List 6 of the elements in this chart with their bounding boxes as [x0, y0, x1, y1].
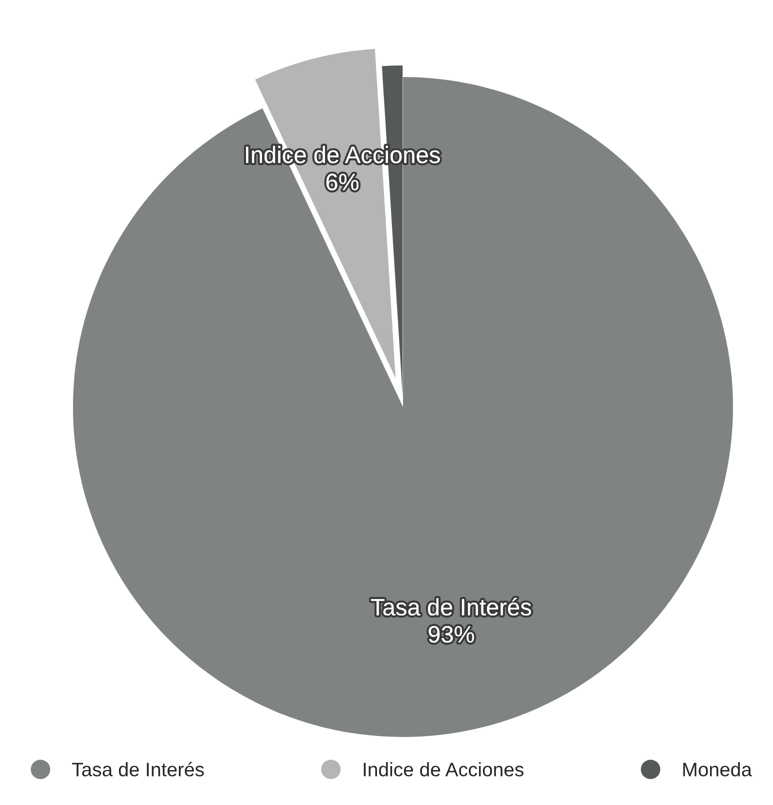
- legend-label: Tasa de Interés: [72, 762, 204, 776]
- data-label: 93%: [428, 626, 474, 643]
- slice-label: Tasa de Interés: [371, 598, 532, 616]
- legend-label: Indice de Acciones: [364, 762, 524, 776]
- data-label: 6%: [326, 174, 358, 190]
- legend-label: Moneda: [683, 762, 752, 776]
